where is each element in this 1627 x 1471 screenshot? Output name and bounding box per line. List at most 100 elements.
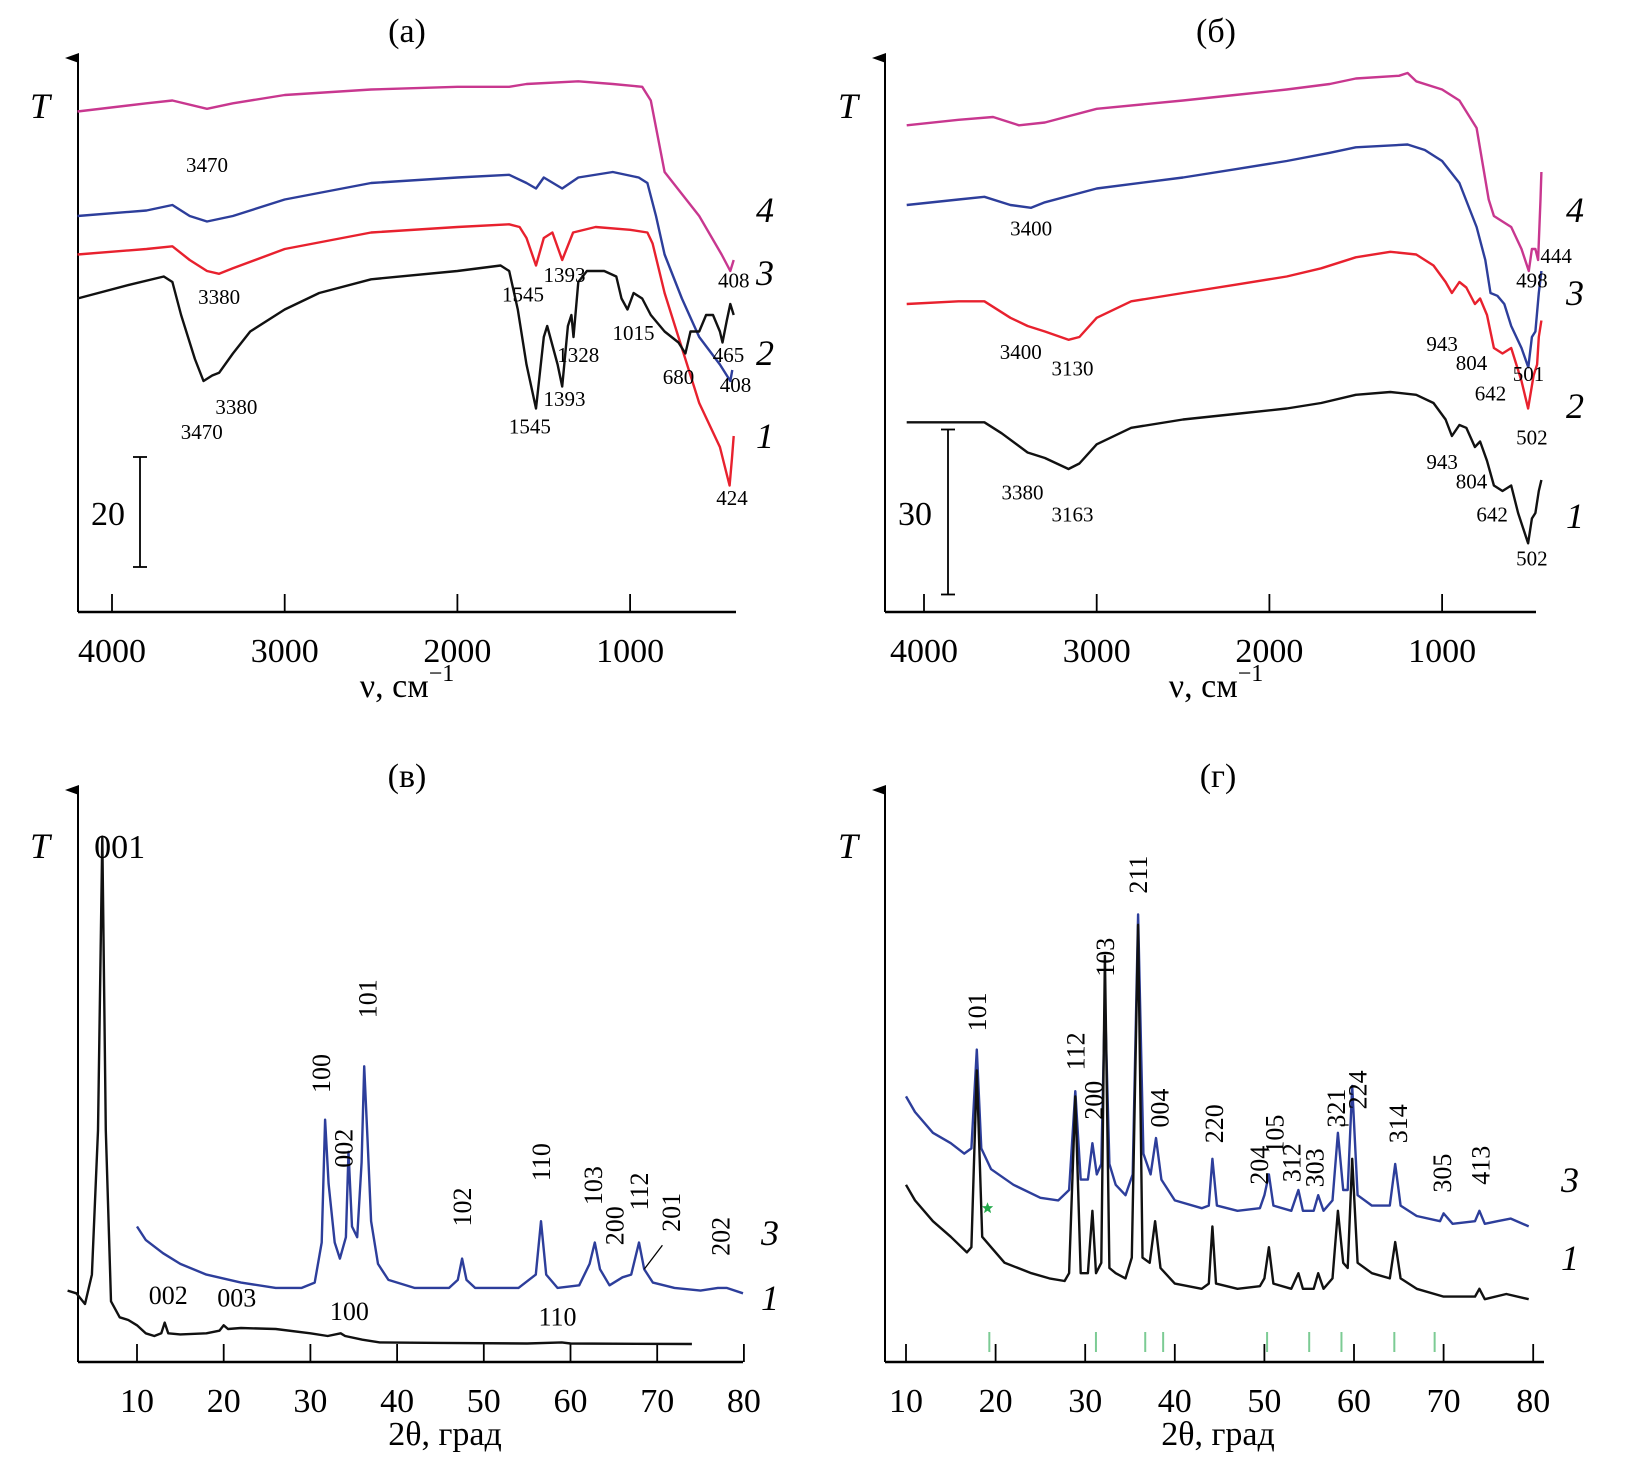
- panel-b-peak-label: 502: [1516, 425, 1548, 449]
- panel-d-x-tick-label: 40: [1158, 1383, 1192, 1420]
- panel-d-peak-label: 321: [1322, 1089, 1351, 1128]
- panel-b-series-3-line: [906, 143, 1543, 369]
- panel-a-peak-label: 3470: [181, 420, 223, 444]
- panel-d-series-3-line: [904, 913, 1530, 1228]
- panel-d-peak-label: 413: [1466, 1146, 1495, 1185]
- panel-b-peak-label: 444: [1540, 244, 1572, 268]
- panel-c-x-tick-label: 20: [207, 1383, 241, 1420]
- panel-d-curve-label: 1: [1561, 1238, 1579, 1278]
- panel-c-x-tick-label: 10: [120, 1383, 154, 1420]
- panel-a-peak-label: 1545: [509, 414, 551, 438]
- panel-d-peak-label: 112: [1061, 1032, 1090, 1070]
- panel-b-peak-label: 804: [1456, 469, 1488, 493]
- panel-b-peak-label: 3163: [1052, 502, 1094, 526]
- panel-c-curve-label: 1: [761, 1278, 779, 1318]
- panel-c-peak-label: 202: [706, 1217, 735, 1256]
- panel-d-peak-label: 224: [1344, 1070, 1373, 1109]
- panel-b-x-tick-label: 3000: [1063, 633, 1131, 670]
- panel-b-curve-label: 2: [1566, 386, 1584, 426]
- panel-c-xrd-pattern: (в) T 2θ, град 10 20 30 40 50 60 70 80 001 100 101…: [30, 758, 779, 1453]
- panel-d-y-axis-label: T: [838, 826, 861, 866]
- panel-c-peak-label: 110: [527, 1143, 556, 1181]
- panel-a-scale-bar-label: 20: [91, 496, 125, 533]
- panel-c-peak-label: 103: [579, 1166, 608, 1205]
- panel-a-x-tick-label: 2000: [423, 633, 491, 670]
- panel-b-x-tick-label: 2000: [1235, 633, 1303, 670]
- panel-a-ir-spectra: (а) T ν, см−1 4000 3000 2000 1000 20 3470 408 3…: [30, 13, 774, 705]
- panel-d-x-tick-label: 50: [1247, 1383, 1281, 1420]
- panel-b-peak-label: 498: [1516, 269, 1548, 293]
- panel-b-peak-label: 3380: [1001, 480, 1043, 504]
- panel-d-peak-label: 220: [1200, 1104, 1229, 1143]
- panel-a-peak-label: 408: [718, 269, 750, 293]
- panel-a-peak-label: 1015: [613, 321, 655, 345]
- panel-c-peak-label: 100: [330, 1297, 369, 1326]
- panel-a-peak-label: 1328: [557, 343, 599, 367]
- panel-b-curve-label: 3: [1565, 273, 1584, 313]
- panel-c-x-tick-label: 50: [467, 1383, 501, 1420]
- panel-d-curve-label: 3: [1560, 1160, 1579, 1200]
- panel-d-x-tick-label: 20: [979, 1383, 1013, 1420]
- panel-b-x-tick-label: 1000: [1408, 633, 1476, 670]
- panel-b-peak-label: 642: [1475, 381, 1507, 405]
- panel-b-title: (б): [1196, 13, 1236, 50]
- panel-a-series-3-line: [77, 170, 734, 383]
- panel-b-peak-label: 3400: [1010, 216, 1052, 240]
- panel-c-series-3-line: [135, 1065, 744, 1295]
- panel-a-series-2-line: [77, 223, 735, 487]
- panel-b-scale-bar-label: 30: [898, 496, 932, 533]
- panel-a-peak-label: 3380: [215, 395, 257, 419]
- panel-d-x-tick-label: 70: [1427, 1383, 1461, 1420]
- panel-a-peak-label: 1393: [543, 387, 585, 411]
- panel-c-series-1-line: [67, 835, 692, 1346]
- panel-d-xrd-pattern: (г) T 2θ, град 10 20 30 40 50 60 70 80 101 112 103…: [838, 758, 1579, 1453]
- panel-c-peak-label: 101: [354, 979, 383, 1018]
- panel-d-peak-label: 101: [963, 992, 992, 1031]
- panel-c-peak-label: 001: [94, 829, 145, 866]
- panel-c-y-axis-label: T: [30, 826, 53, 866]
- panel-d-peak-label: 303: [1301, 1148, 1330, 1187]
- panel-a-peak-label: 1393: [543, 263, 585, 287]
- panel-b-peak-label: 804: [1456, 351, 1488, 375]
- panel-b-peak-label: 642: [1476, 502, 1508, 526]
- panel-d-star-marker: [981, 1202, 994, 1214]
- panel-a-x-axis-label: ν, см−1: [360, 661, 455, 705]
- panel-c-x-tick-label: 80: [727, 1383, 761, 1420]
- panel-c-peak-label: 002: [149, 1281, 188, 1310]
- panel-a-x-tick-label: 1000: [596, 633, 664, 670]
- panel-d-x-axis-label: 2θ, град: [1161, 1416, 1275, 1453]
- panel-b-x-axis-label: ν, см−1: [1169, 661, 1264, 705]
- panel-a-x-tick-label: 3000: [251, 633, 319, 670]
- panel-a-peak-label: 408: [720, 373, 752, 397]
- panel-a-title: (а): [388, 13, 426, 50]
- panel-b-peak-label: 502: [1516, 546, 1548, 570]
- panel-b-curve-label: 1: [1566, 496, 1584, 536]
- panel-a-y-axis-label: T: [30, 86, 53, 126]
- panel-b-peak-label: 501: [1513, 362, 1545, 386]
- panel-d-x-tick-label: 80: [1516, 1383, 1550, 1420]
- panel-a-peak-label: 1545: [502, 282, 544, 306]
- panel-d-peak-label: 105: [1260, 1115, 1289, 1154]
- panel-a-series-1-line: [77, 264, 735, 410]
- panel-b-peak-label: 943: [1426, 332, 1458, 356]
- panel-b-series-1-line: [906, 390, 1543, 545]
- panel-c-peak-label: 201: [657, 1193, 686, 1232]
- panel-b-series-4-line: [906, 71, 1543, 273]
- panel-d-peak-label: 312: [1277, 1143, 1306, 1182]
- panel-a-x-tick-label: 4000: [78, 633, 146, 670]
- panel-d-peak-label: 103: [1091, 938, 1120, 977]
- panel-b-peak-label: 3130: [1052, 357, 1094, 381]
- panel-c-x-axis-label: 2θ, град: [388, 1416, 502, 1453]
- panel-a-peak-label: 3470: [186, 153, 228, 177]
- panel-d-peak-label: 200: [1079, 1081, 1108, 1120]
- panel-a-peak-label: 465: [713, 343, 745, 367]
- panel-c-peak-label: 003: [217, 1284, 256, 1313]
- panel-d-x-tick-label: 10: [889, 1383, 923, 1420]
- panel-a-curve-label: 4: [756, 190, 774, 230]
- panel-b-series-2-line: [906, 250, 1543, 410]
- panel-d-peak-label: 211: [1124, 856, 1153, 894]
- panel-b-peak-label: 3400: [1000, 340, 1042, 364]
- panel-b-ir-spectra: (б) T ν, см−1 4000 3000 2000 1000 30 444 3400 4…: [838, 13, 1584, 705]
- panel-c-peak-label: 102: [448, 1188, 477, 1227]
- panel-c-peak-label: 002: [329, 1129, 358, 1168]
